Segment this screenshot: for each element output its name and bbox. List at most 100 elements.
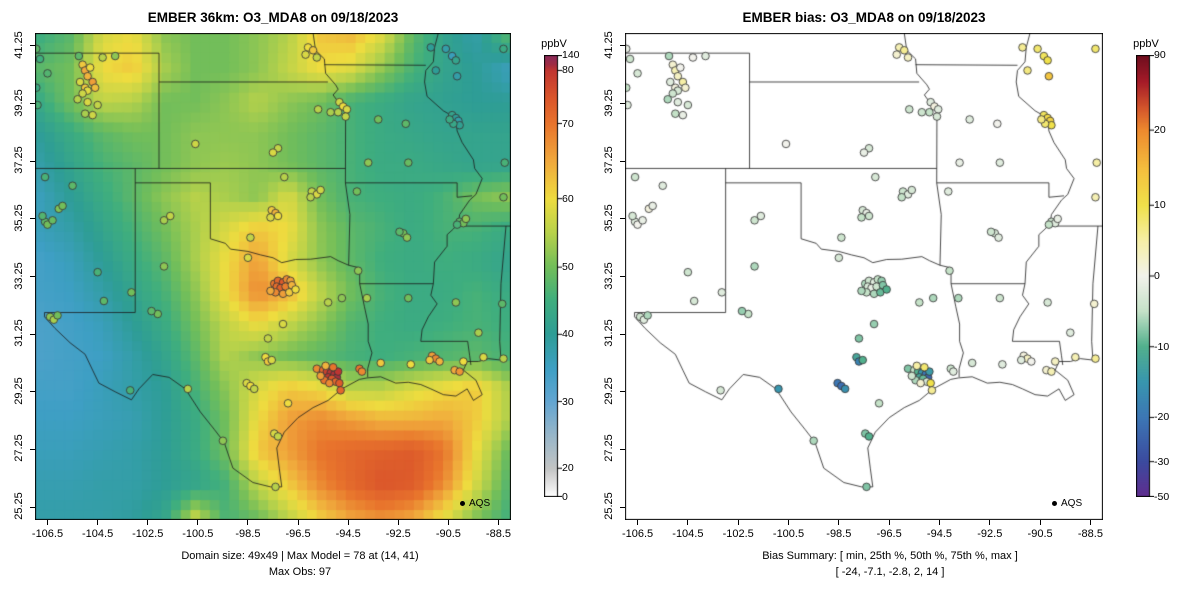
x-axis-tick-mark (1039, 520, 1041, 525)
x-axis-tick-label: -88.5 (1077, 528, 1103, 540)
x-axis-tick-mark (888, 520, 890, 525)
y-axis-tick-mark (620, 448, 625, 450)
y-axis-tick-label: 39.25 (603, 88, 615, 117)
x-axis-tick-mark (687, 520, 689, 525)
y-axis-tick-mark (30, 45, 35, 47)
colorbar-tick-label: 10 (1154, 199, 1166, 212)
x-axis-tick-mark (47, 520, 49, 525)
y-axis-tick-mark (30, 391, 35, 393)
y-axis-tick-label: 31.25 (603, 319, 615, 347)
y-axis-tick-mark (620, 218, 625, 220)
colorbar-tick-label: 20 (1154, 124, 1166, 137)
y-axis-tick-mark (30, 448, 35, 450)
aqs-legend-label: AQS (469, 498, 491, 509)
y-axis-tick-label: 27.25 (603, 434, 615, 463)
x-axis-tick-label: -98.5 (826, 528, 852, 540)
y-axis-tick-mark (620, 103, 625, 105)
y-axis-tick-label: 37.25 (13, 146, 25, 174)
colorbar-tick-label: 60 (562, 192, 574, 205)
model-colorbar (544, 55, 562, 497)
right-footer-line1: Bias Summary: [ min, 25th %, 50th %, 75t… (762, 550, 1018, 562)
y-axis-tick-mark (620, 45, 625, 47)
y-axis-tick-label: 41.25 (13, 31, 25, 59)
y-axis-tick-label: 41.25 (603, 31, 615, 59)
model-map-canvas (35, 33, 511, 520)
colorbar-tick-label: 70 (562, 117, 574, 130)
colorbar-tick-label: 30 (562, 395, 574, 408)
x-axis-tick-label: -92.5 (385, 528, 411, 540)
right-aqs-legend: AQS (1052, 498, 1082, 509)
y-axis-tick-mark (30, 276, 35, 277)
x-axis-tick-mark (788, 520, 790, 525)
x-axis-tick-label: -100.5 (182, 528, 214, 540)
x-axis-tick-mark (147, 520, 149, 525)
x-axis-tick-mark (247, 520, 249, 525)
y-axis-tick-label: 33.25 (603, 261, 615, 290)
x-axis-tick-mark (497, 520, 499, 525)
bias-colorbar (1136, 55, 1154, 497)
colorbar-tick-label: 20 (562, 462, 574, 475)
right-footer-line2: [ -24, -7.1, -2.8, 2, 14 ] (835, 566, 945, 578)
x-axis-tick-mark (989, 520, 991, 525)
x-axis-tick-label: -106.5 (621, 528, 654, 540)
colorbar-tick-label: 40 (562, 328, 574, 341)
colorbar-tick-label: -20 (1154, 411, 1170, 424)
aqs-dot-icon (1052, 500, 1057, 506)
left-aqs-legend: AQS (460, 498, 490, 509)
x-axis-tick-mark (397, 520, 399, 525)
x-axis-tick-label: -92.5 (977, 528, 1003, 540)
y-axis-tick-label: 29.25 (603, 377, 615, 405)
y-axis-tick-label: 31.25 (13, 319, 25, 347)
x-axis-tick-label: -96.5 (876, 528, 902, 540)
colorbar-tick-label: -50 (1154, 491, 1170, 503)
colorbar-tick-label: 50 (562, 261, 574, 274)
y-axis-tick-label: 29.25 (13, 377, 25, 405)
y-axis-tick-mark (620, 160, 625, 162)
x-axis-tick-label: -90.5 (435, 528, 461, 540)
y-axis-tick-label: 35.25 (13, 204, 25, 232)
y-axis-tick-mark (620, 333, 625, 335)
x-axis-tick-label: -102.5 (722, 528, 754, 540)
x-axis-tick-label: -98.5 (235, 528, 261, 540)
colorbar-tick-label: -10 (1154, 340, 1170, 353)
x-axis-tick-label: -100.5 (772, 528, 805, 540)
right-map-title: EMBER bias: O3_MDA8 on 09/18/2023 (742, 10, 986, 25)
x-axis-tick-label: -104.5 (82, 528, 114, 540)
bias-map-canvas (625, 33, 1103, 520)
x-axis-tick-mark (637, 520, 639, 525)
y-axis-tick-label: 25.25 (13, 492, 25, 520)
x-axis-tick-label: -94.5 (926, 528, 952, 540)
aqs-dot-icon (460, 500, 465, 506)
x-axis-tick-mark (297, 520, 299, 525)
left-map-title: EMBER 36km: O3_MDA8 on 09/18/2023 (147, 10, 399, 25)
y-axis-tick-mark (620, 391, 625, 393)
x-axis-tick-label: -88.5 (485, 528, 511, 540)
left-colorbar-unit: ppbV (541, 38, 567, 50)
y-axis-tick-mark (620, 276, 625, 277)
y-axis-tick-label: 37.25 (603, 146, 615, 174)
colorbar-tick-label: 140 (562, 49, 580, 61)
colorbar-tick-label: 0 (562, 491, 568, 503)
y-axis-tick-mark (620, 506, 625, 508)
x-axis-tick-label: -94.5 (335, 528, 361, 540)
x-axis-tick-mark (1089, 520, 1091, 525)
y-axis-tick-mark (30, 333, 35, 335)
x-axis-tick-mark (347, 520, 349, 525)
x-axis-tick-label: -104.5 (672, 528, 704, 540)
aqs-legend-label: AQS (1061, 498, 1083, 509)
left-footer-line2: Max Obs: 97 (268, 566, 332, 578)
y-axis-tick-label: 35.25 (603, 204, 615, 232)
y-axis-tick-label: 39.25 (13, 88, 25, 117)
x-axis-tick-mark (97, 520, 99, 525)
y-axis-tick-label: 33.25 (13, 261, 25, 290)
y-axis-tick-mark (30, 506, 35, 508)
right-colorbar-unit: ppbV (1133, 38, 1159, 50)
y-axis-tick-mark (30, 218, 35, 220)
x-axis-tick-label: -90.5 (1027, 528, 1053, 540)
colorbar-tick-label: 80 (562, 64, 574, 77)
x-axis-tick-label: -96.5 (285, 528, 311, 540)
x-axis-tick-mark (447, 520, 449, 525)
x-axis-tick-mark (737, 520, 739, 525)
left-footer-line1: Domain size: 49x49 | Max Model = 78 at (… (181, 550, 419, 562)
